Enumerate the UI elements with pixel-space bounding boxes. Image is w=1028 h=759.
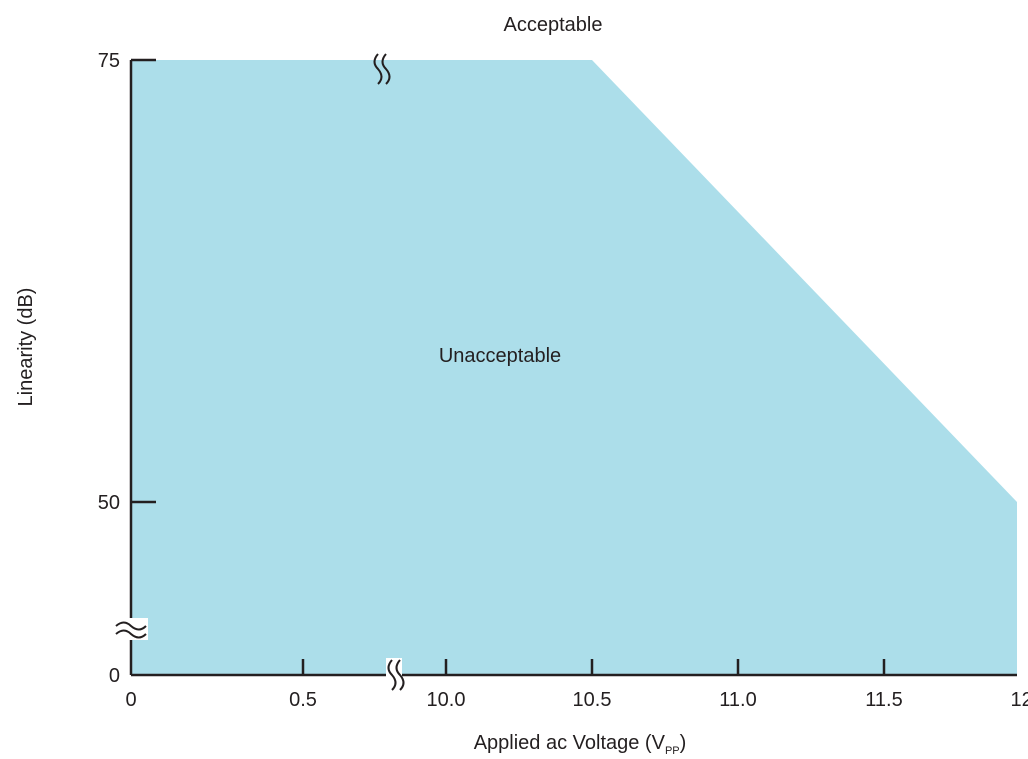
- x-tick-label: 0: [125, 689, 136, 711]
- x-axis-title: Applied ac Voltage (VPP): [474, 732, 687, 757]
- x-tick-label: 0.5: [289, 689, 317, 711]
- x-axis-title-main: Applied ac Voltage (V: [474, 732, 666, 754]
- y-tick-label: 0: [109, 665, 120, 687]
- unacceptable-region-area: [131, 60, 1017, 675]
- x-tick-label: 10.0: [427, 689, 466, 711]
- x-tick-label: 11.0: [719, 689, 756, 711]
- x-axis-break-icon: [386, 658, 405, 692]
- y-axis-break-icon: [114, 618, 148, 640]
- y-axis-ticks: 0 50 75: [98, 50, 156, 687]
- y-tick-label: 75: [98, 50, 120, 72]
- x-tick-label: 11.5: [865, 689, 902, 711]
- y-axis-title: Linearity (dB): [15, 288, 37, 407]
- x-tick-label: 12.0: [1011, 689, 1028, 711]
- x-axis-ticks: 0 0.5 10.0 10.5 11.0 11.5 12.0: [125, 659, 1028, 711]
- x-axis-title-subscript: PP: [665, 745, 680, 757]
- y-tick-label: 50: [98, 492, 120, 514]
- x-axis-title-close: ): [680, 732, 687, 754]
- x-tick-label: 10.5: [573, 689, 612, 711]
- unacceptable-region-label: Unacceptable: [439, 345, 561, 367]
- acceptable-region-label: Acceptable: [504, 14, 603, 36]
- top-break-icon: [373, 53, 391, 85]
